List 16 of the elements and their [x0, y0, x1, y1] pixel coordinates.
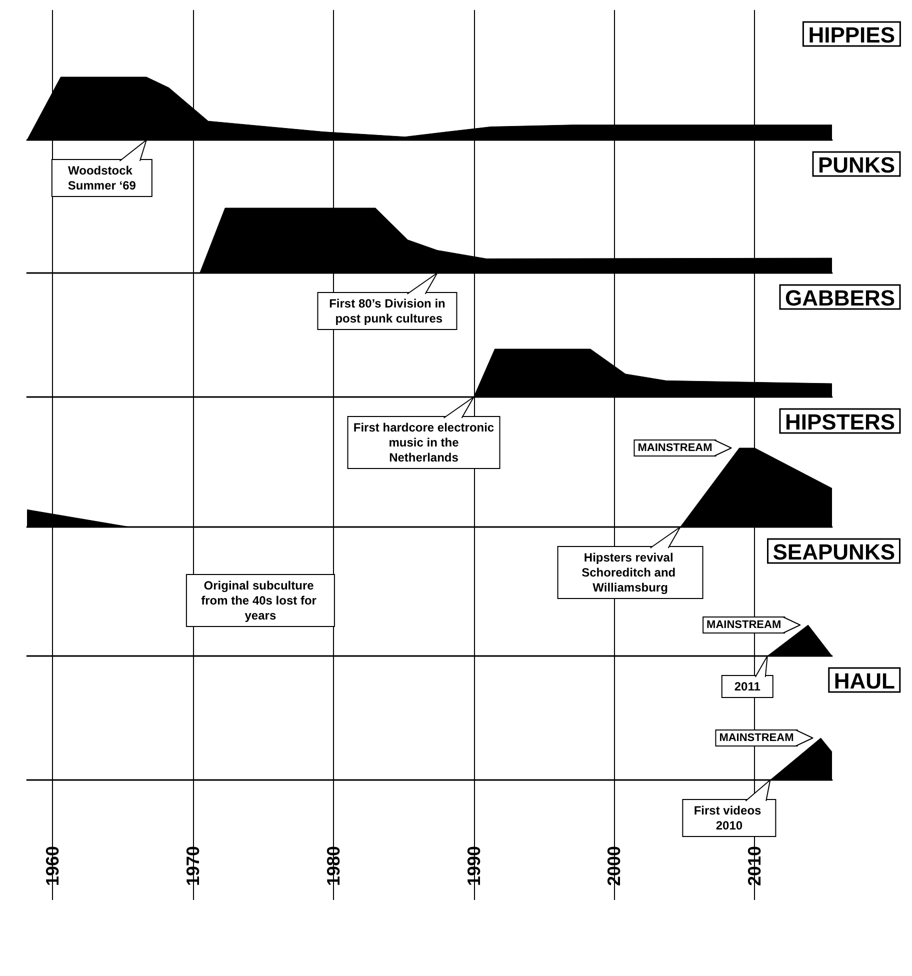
annotation: MAINSTREAM [638, 442, 712, 454]
chart-title: GABBERS [784, 286, 896, 310]
chart-title: PUNKS [818, 152, 896, 178]
annotation: First hardcore electronic music in the Netherlands [353, 420, 494, 464]
chart-title: HIPSTERS [784, 410, 896, 434]
annotation: Woodstock Summer ‘69 [68, 164, 136, 192]
annotation: First 80’s Division in post punk cultures [329, 296, 446, 326]
text: Original subculture from the 40s lost for years [201, 578, 320, 622]
annotation: Hipsters revival Schoreditch and Williamsburg [582, 550, 679, 594]
chart-title: HAUL [834, 668, 896, 694]
annotation: First videos 2010 [694, 804, 765, 832]
chart-title: HIPPIES [808, 22, 896, 48]
chart-title: SEAPUNKS [772, 540, 896, 564]
annotation: MAINSTREAM [719, 732, 794, 744]
annotation: MAINSTREAM [706, 619, 782, 631]
annotation: 2011 [734, 680, 761, 694]
